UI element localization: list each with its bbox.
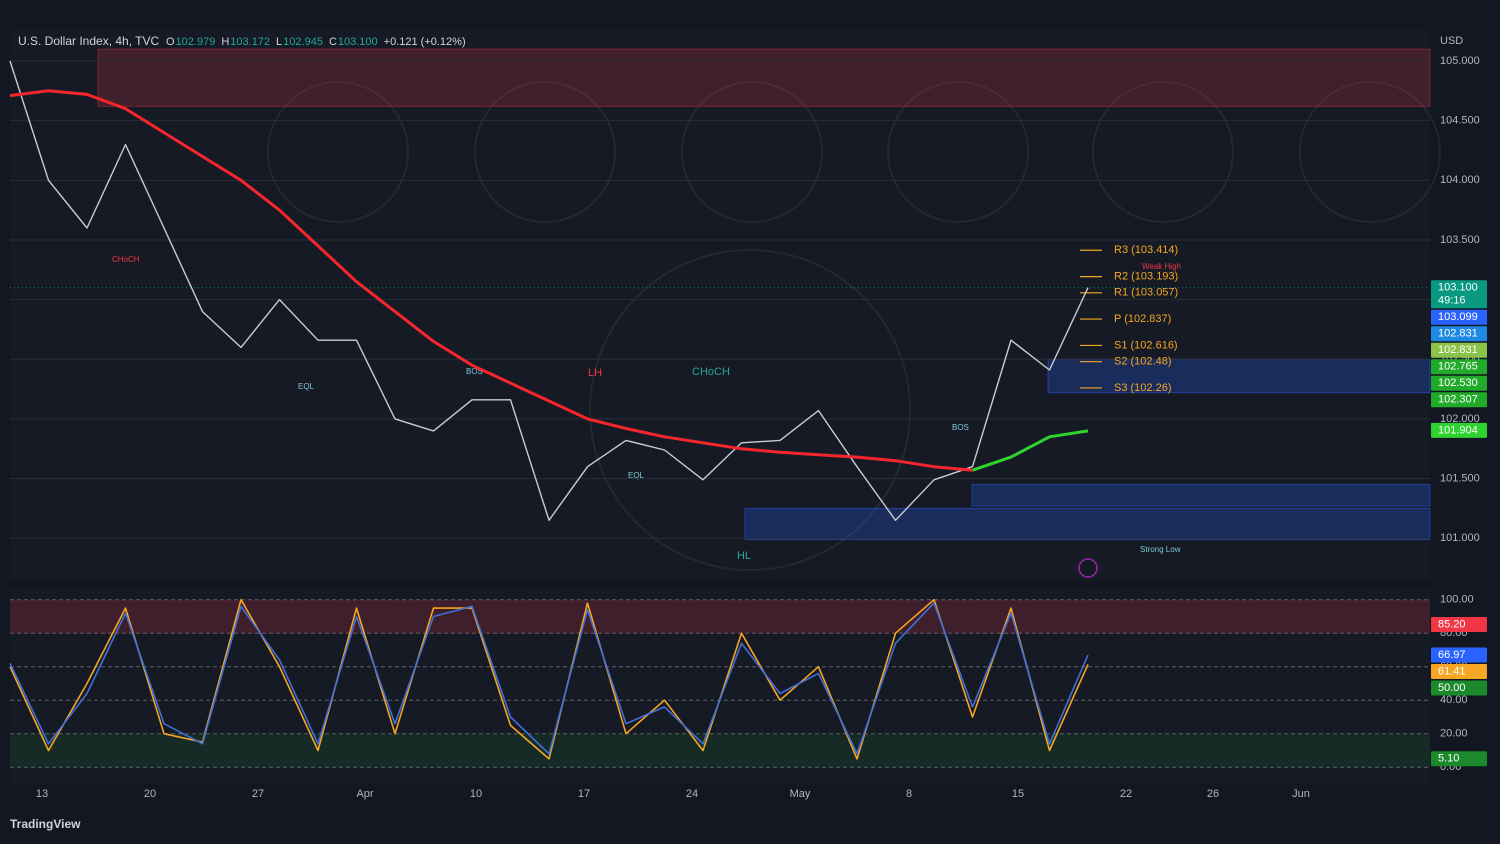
ohlc-item: L bbox=[276, 36, 282, 48]
pivot-label: S1 (102.616) bbox=[1114, 339, 1178, 351]
ohlc-item: H bbox=[221, 36, 229, 48]
price-badge bbox=[1431, 280, 1487, 309]
ohlc-item: 103.100 bbox=[338, 36, 378, 48]
brand: TradingView bbox=[10, 817, 81, 831]
ohlc-item: 103.172 bbox=[230, 36, 270, 48]
price-badge bbox=[1431, 422, 1487, 438]
y-tick-label: 101.500 bbox=[1440, 472, 1480, 484]
annotation: Strong Low bbox=[1140, 545, 1181, 554]
price-badge bbox=[1431, 664, 1487, 680]
pivot-label: R2 (103.193) bbox=[1114, 271, 1178, 283]
price-panel bbox=[10, 30, 1430, 580]
y-tick-label: 101.000 bbox=[1440, 532, 1480, 544]
badge-label: 85.20 bbox=[1438, 618, 1466, 630]
pivot-label: P (102.837) bbox=[1114, 313, 1171, 325]
zone bbox=[97, 48, 1431, 107]
y-tick-label: 100.00 bbox=[1440, 594, 1474, 606]
badge-label: 50.00 bbox=[1438, 682, 1466, 694]
price-badge bbox=[1431, 309, 1487, 325]
x-tick-label: 20 bbox=[144, 788, 156, 800]
price-badge bbox=[1431, 342, 1487, 358]
x-tick-label: May bbox=[790, 788, 811, 800]
price-badge bbox=[1431, 326, 1487, 342]
badge-label: 61.41 bbox=[1438, 665, 1466, 677]
countdown: 49:16 bbox=[1438, 295, 1466, 307]
oversold-band bbox=[10, 733, 1430, 768]
series-line bbox=[9, 60, 1089, 521]
currency: USD bbox=[1440, 35, 1463, 47]
badge-label: 5.10 bbox=[1438, 753, 1459, 765]
x-tick-label: 8 bbox=[906, 788, 912, 800]
badge-label: 102.831 bbox=[1438, 344, 1478, 356]
ohlc-item: +0.121 (+0.12%) bbox=[384, 36, 466, 48]
zone bbox=[744, 507, 1431, 540]
x-tick-label: 27 bbox=[252, 788, 264, 800]
y-tick-label: 40.00 bbox=[1440, 694, 1468, 706]
series-line bbox=[9, 602, 1089, 755]
x-tick-label: 10 bbox=[470, 788, 482, 800]
pivot-label: R3 (103.414) bbox=[1114, 244, 1178, 256]
badge-label: 103.099 bbox=[1438, 311, 1478, 323]
price-badge bbox=[1431, 680, 1487, 696]
y-tick-label: 102.000 bbox=[1440, 413, 1480, 425]
annotation: CHoCH bbox=[112, 255, 140, 264]
badge-label: 103.100 bbox=[1438, 282, 1478, 294]
price-badge bbox=[1431, 617, 1487, 633]
badge-label: 102.530 bbox=[1438, 377, 1478, 389]
x-tick-label: 15 bbox=[1012, 788, 1024, 800]
price-badge bbox=[1431, 647, 1487, 663]
x-tick-label: 24 bbox=[686, 788, 698, 800]
y-tick-label: 20.00 bbox=[1440, 728, 1468, 740]
badge-label: 102.765 bbox=[1438, 361, 1478, 373]
annotation: CHoCH bbox=[692, 366, 730, 378]
x-tick-label: 26 bbox=[1207, 788, 1219, 800]
ohlc: O 102.979 H 103.172 L 102.945 C 103.100 +0.121 (… bbox=[166, 36, 466, 48]
overbought-band bbox=[10, 599, 1430, 634]
annotation: BOS bbox=[952, 423, 969, 432]
price-badge bbox=[1431, 392, 1487, 408]
pivot-label: R1 (103.057) bbox=[1114, 287, 1178, 299]
ohlc-item: 102.945 bbox=[283, 36, 323, 48]
y-tick-label: 105.000 bbox=[1440, 55, 1480, 67]
x-tick-label: 22 bbox=[1120, 788, 1132, 800]
zone bbox=[971, 484, 1431, 507]
price-badge bbox=[1431, 359, 1487, 375]
badge-label: 101.904 bbox=[1438, 424, 1478, 436]
ohlc-item: C bbox=[329, 36, 337, 48]
badge-label: 102.307 bbox=[1438, 394, 1478, 406]
annotation: LH bbox=[588, 367, 602, 379]
y-tick-label: 104.500 bbox=[1440, 115, 1480, 127]
y-tick-label: 103.500 bbox=[1440, 234, 1480, 246]
zone bbox=[1047, 358, 1431, 394]
badge-label: 102.831 bbox=[1438, 328, 1478, 340]
annotation: EQL bbox=[628, 471, 645, 480]
alert-icon[interactable] bbox=[1078, 558, 1098, 578]
annotation: EQL bbox=[298, 382, 315, 391]
oscillator-panel bbox=[10, 588, 1430, 784]
annotation: HL bbox=[737, 550, 751, 562]
series-line bbox=[9, 598, 1089, 760]
x-tick-label: 13 bbox=[36, 788, 48, 800]
annotation: Weak High bbox=[1142, 262, 1181, 271]
watermark bbox=[267, 81, 1441, 571]
x-tick-label: 17 bbox=[578, 788, 590, 800]
x-tick-label: Apr bbox=[356, 788, 373, 800]
annotation: BOS bbox=[466, 367, 483, 376]
ohlc-item: 102.979 bbox=[176, 36, 216, 48]
pivot-label: S3 (102.26) bbox=[1114, 382, 1171, 394]
price-badge bbox=[1431, 751, 1487, 767]
series-line bbox=[972, 429, 1089, 472]
y-tick-label: 104.000 bbox=[1440, 174, 1480, 186]
pivot-label: S2 (102.48) bbox=[1114, 356, 1171, 368]
badge-label: 66.97 bbox=[1438, 649, 1466, 661]
price-badge bbox=[1431, 375, 1487, 391]
ohlc-item: O bbox=[166, 36, 175, 48]
x-tick-label: Jun bbox=[1292, 788, 1310, 800]
series-line bbox=[9, 89, 973, 472]
symbol: U.S. Dollar Index, 4h, TVC bbox=[18, 34, 160, 48]
